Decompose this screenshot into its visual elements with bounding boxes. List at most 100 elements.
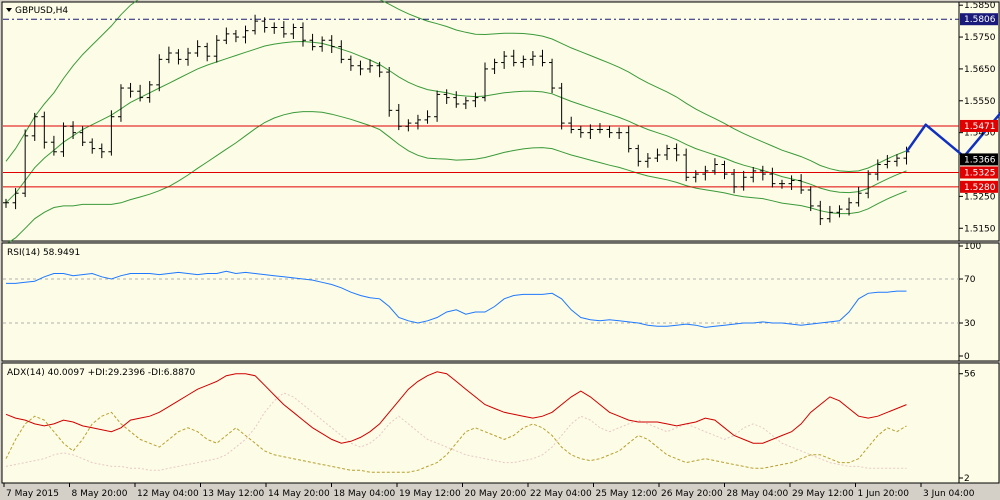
rsi-tick-label: 100	[964, 242, 981, 252]
ohlc-bar	[596, 123, 603, 134]
ohlc-bar	[520, 55, 527, 68]
ohlc-bar	[156, 54, 163, 92]
ohlc-bar	[836, 205, 843, 218]
time-tick-label: 8 May 20:00	[72, 489, 128, 499]
price-tag-label: 1.5280	[964, 183, 996, 193]
ohlc-bar	[31, 112, 38, 141]
ohlc-bar	[817, 200, 824, 226]
price-tick-label: 1.5450	[964, 129, 996, 139]
ohlc-bar	[252, 14, 259, 35]
ohlc-bar	[424, 110, 431, 124]
time-tick-label: 29 May 12:00	[792, 489, 854, 499]
time-tick-label: 3 Jun 04:00	[923, 489, 975, 499]
ohlc-bar	[117, 84, 124, 122]
ohlc-bar	[386, 67, 393, 117]
ohlc-bar	[261, 17, 268, 33]
ohlc-bar	[539, 49, 546, 67]
price-tag-bg	[960, 166, 998, 179]
ohlc-bar	[338, 40, 345, 64]
ohlc-bar	[865, 170, 872, 199]
ohlc-bar	[577, 125, 584, 138]
price-tag-bg	[960, 13, 998, 26]
chevron-down-icon[interactable]	[6, 8, 12, 12]
ohlc-bar	[347, 55, 354, 71]
ohlc-bar	[702, 165, 709, 181]
ohlc-bar	[654, 148, 661, 162]
rsi-title: RSI(14) 58.9491	[7, 248, 80, 258]
rsi-tick-label: 70	[964, 275, 976, 285]
time-tick-label: 28 May 04:00	[727, 489, 789, 499]
ohlc-bar	[482, 62, 488, 102]
ohlc-bar	[826, 205, 833, 223]
price-tick-label: 1.5250	[964, 192, 996, 202]
price-pane-frame	[1, 1, 960, 242]
time-tick-label: 12 May 04:00	[137, 489, 199, 499]
horizontal-levels[interactable]	[3, 18, 959, 188]
price-pane[interactable]: 1.5850 1.5750 1.5650 1.5550 1.5450 1.5250 1.51…	[1, 0, 1000, 245]
time-axis: 7 May 2015 8 May 20:00 12 May 04:00 13 May …	[3, 483, 975, 499]
ohlc-bar	[807, 186, 814, 212]
adx-pane[interactable]: 56 2 ADX(14) 40.0097 +DI:29.2396 -DI:6.88…	[1, 362, 1000, 484]
ohlc-bar	[788, 175, 795, 191]
ohlc-bar	[328, 35, 335, 53]
ohlc-bar	[443, 89, 450, 104]
ohlc-bar	[12, 188, 19, 210]
ohlc-bar	[271, 22, 278, 34]
time-tick-label: 1 Jun 20:00	[858, 489, 910, 499]
ohlc-bar	[376, 61, 383, 78]
adx-series-adx	[5, 371, 907, 444]
ohlc-bar	[22, 129, 29, 198]
ohlc-bar	[309, 33, 316, 51]
ohlc-bar	[453, 91, 460, 108]
ohlc-bar	[367, 59, 374, 73]
ohlc-bar	[60, 122, 67, 157]
rsi-path	[6, 270, 907, 328]
adx-pane-frame	[1, 362, 960, 484]
ohlc-bar	[98, 143, 105, 159]
ohlc-bar	[127, 82, 134, 98]
ohlc-bar	[194, 40, 201, 57]
time-tick-label: 19 May 12:00	[399, 489, 461, 499]
ohlc-bar	[462, 96, 469, 110]
bollinger-upper	[5, 0, 907, 173]
ohlc-bar	[165, 46, 172, 64]
level-price-tag: 1.5280	[960, 180, 998, 193]
time-tick-label: 14 May 20:00	[268, 489, 330, 499]
price-tag-label: 1.5325	[964, 168, 996, 178]
ohlc-bar	[635, 144, 642, 167]
rsi-pane[interactable]: 100 70 30 0 RSI(14) 58.9491	[1, 242, 1000, 362]
ohlc-bar	[510, 49, 517, 67]
price-tag-bg	[960, 119, 998, 132]
ohlc-bar	[846, 197, 853, 216]
ohlc-bar	[357, 60, 364, 76]
ohlc-bar	[491, 58, 498, 75]
ohlc-bar	[884, 154, 891, 169]
level-price-tag: 1.5471	[960, 119, 998, 132]
rsi-pane-frame	[1, 242, 960, 362]
symbol-header[interactable]: GBPUSD,H4	[6, 6, 68, 16]
ohlc-bar	[616, 127, 623, 140]
ohlc-bar	[855, 186, 862, 207]
rsi-tick-label: 30	[964, 319, 976, 329]
ohlc-bar	[213, 35, 220, 63]
ohlc-bar	[874, 159, 881, 181]
ohlc-bar	[146, 81, 153, 103]
ohlc-bar	[798, 174, 805, 194]
level-price-tag: 1.5366	[960, 153, 998, 166]
price-tag-bg	[960, 153, 998, 166]
ohlc-bar	[414, 114, 421, 130]
ohlc-bar	[204, 42, 211, 62]
ohlc-bar	[137, 84, 144, 102]
ohlc-bar	[434, 90, 441, 122]
ohlc-bar	[175, 49, 182, 65]
ohlc-bar	[568, 116, 575, 134]
price-axis-ticks: 1.5850 1.5750 1.5650 1.5550 1.5450 1.5250 1.51…	[959, 1, 996, 234]
time-tick-label: 18 May 04:00	[334, 489, 396, 499]
symbol-label: GBPUSD,H4	[15, 6, 68, 16]
adx-tick-label: 2	[964, 474, 970, 484]
ohlc-bar	[673, 143, 680, 162]
adx-lines	[5, 371, 907, 473]
price-tick-label: 1.5550	[964, 97, 996, 107]
ohlc-bar	[769, 167, 776, 188]
